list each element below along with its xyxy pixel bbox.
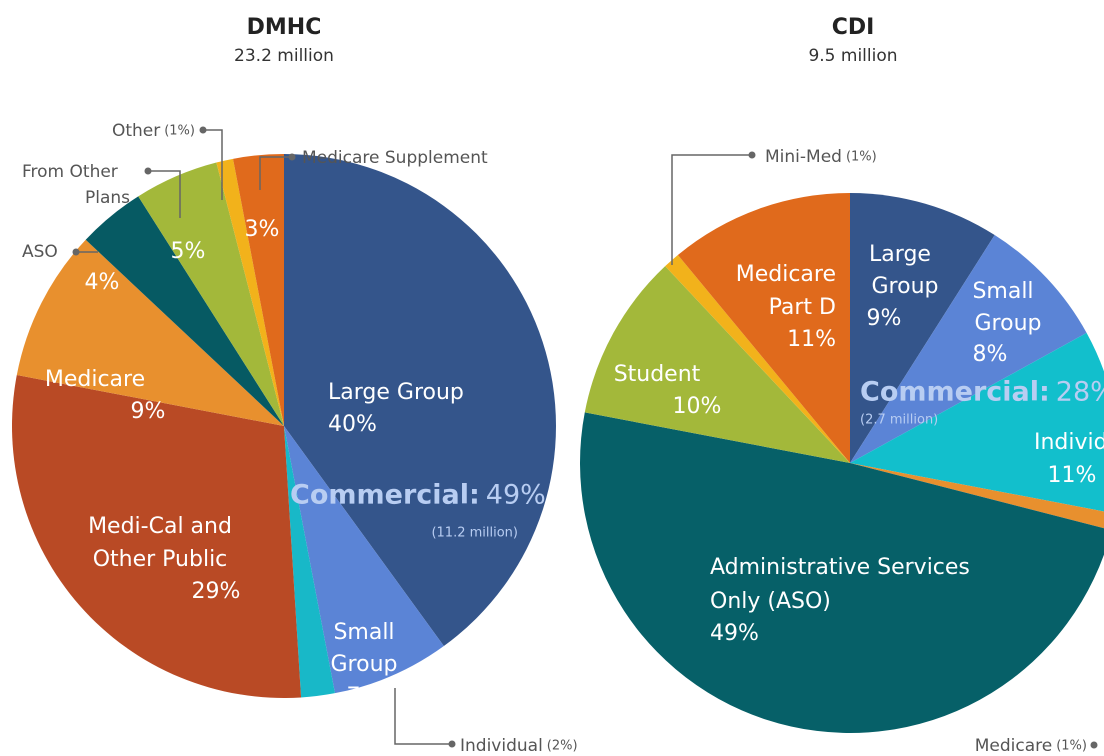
slice-name: From Other Plans	[22, 162, 130, 208]
slice-value-label: 3%	[245, 217, 280, 242]
slice-name: Small Group	[331, 620, 398, 677]
slice-name: Medi-Cal and Other Public	[88, 514, 232, 572]
annotation: Commercial:	[860, 377, 1050, 408]
leader-line	[150, 170, 181, 218]
pie-slice	[850, 193, 995, 463]
slice-value-label: 10%	[673, 394, 722, 419]
annotation-value: 49%	[486, 480, 546, 511]
slice-name: Other	[112, 121, 160, 141]
leader-dot	[199, 126, 207, 134]
slice-value-label: (2%)	[547, 739, 578, 754]
slice-name: Mini-Med	[765, 147, 842, 167]
slice-value-label: (1%)	[1056, 739, 1087, 754]
chart-title: CDI	[832, 15, 875, 40]
leader-line	[205, 129, 223, 200]
slice-value-label: 5%	[171, 239, 206, 264]
pie-slice	[11, 375, 302, 698]
pie-slice	[665, 254, 850, 463]
pie-slice	[580, 412, 1104, 734]
chart-subtitle: 9.5 million	[808, 46, 897, 66]
slice-name: Individual	[1034, 430, 1104, 455]
pie-slice	[677, 193, 850, 463]
leader-dot	[448, 740, 456, 748]
slice-name: Individual	[460, 736, 543, 756]
annotation-note: (11.2 million)	[431, 526, 518, 541]
pie-slice	[850, 235, 1087, 463]
pie-slice	[284, 426, 335, 698]
slice-name: Medicare Supplement	[302, 148, 488, 168]
slice-name: Student	[614, 362, 701, 387]
slice-name: Medicare	[45, 367, 145, 392]
annotation-value: 28%	[1056, 377, 1104, 408]
pie-slice	[16, 239, 284, 426]
slice-name: Large Group	[328, 380, 464, 405]
leader-dot	[748, 151, 756, 159]
slice-value-label: (1%)	[846, 150, 877, 165]
slice-name: Administrative Services Only (ASO)	[710, 555, 970, 614]
slice-value-label: 9%	[867, 306, 902, 331]
slice-value-label: 11%	[787, 327, 836, 352]
pie-slice	[850, 332, 1104, 512]
pie-slice	[850, 463, 1104, 529]
leader-line	[394, 688, 450, 745]
chart-subtitle: 23.2 million	[234, 46, 334, 66]
pie-slice	[85, 196, 284, 426]
slice-name: Medicare	[975, 736, 1052, 756]
leader-dot	[144, 167, 152, 175]
slice-value-label: (1%)	[164, 124, 195, 139]
leader-dot	[288, 153, 296, 161]
slice-name: Small Group	[972, 279, 1041, 336]
leader-line	[671, 154, 750, 265]
annotation: Commercial:	[290, 480, 480, 511]
slices	[11, 154, 1104, 734]
pie-slice	[584, 266, 850, 463]
leader-dot	[72, 248, 80, 256]
leader-dot	[1090, 741, 1098, 749]
leader-line	[259, 156, 290, 190]
slice-value-label: 40%	[328, 412, 377, 437]
pie-slice	[138, 162, 284, 426]
slice-value-label: 29%	[192, 579, 241, 604]
labels: Large Group 40% Small Group 7% Individual (2%)…	[22, 121, 1104, 756]
pie-slice	[284, 154, 556, 647]
slice-name: ASO	[22, 242, 58, 262]
slice-value-label: 8%	[973, 342, 1008, 367]
slice-value-label: 7%	[347, 684, 382, 709]
chart-title: DMHC	[247, 15, 322, 40]
slice-name: Medicare Part D	[736, 262, 836, 320]
pie-slice	[284, 426, 444, 694]
slice-value-label: 11%	[1048, 463, 1097, 488]
slice-name: Large Group	[869, 242, 938, 299]
slice-value-label: 49%	[710, 621, 759, 646]
pie-slice	[233, 154, 284, 426]
slice-value-label: 4%	[85, 270, 120, 295]
slice-value-label: 9%	[131, 399, 166, 424]
pie-slice	[216, 158, 284, 426]
annotation-note: (2.7 million)	[860, 413, 938, 428]
